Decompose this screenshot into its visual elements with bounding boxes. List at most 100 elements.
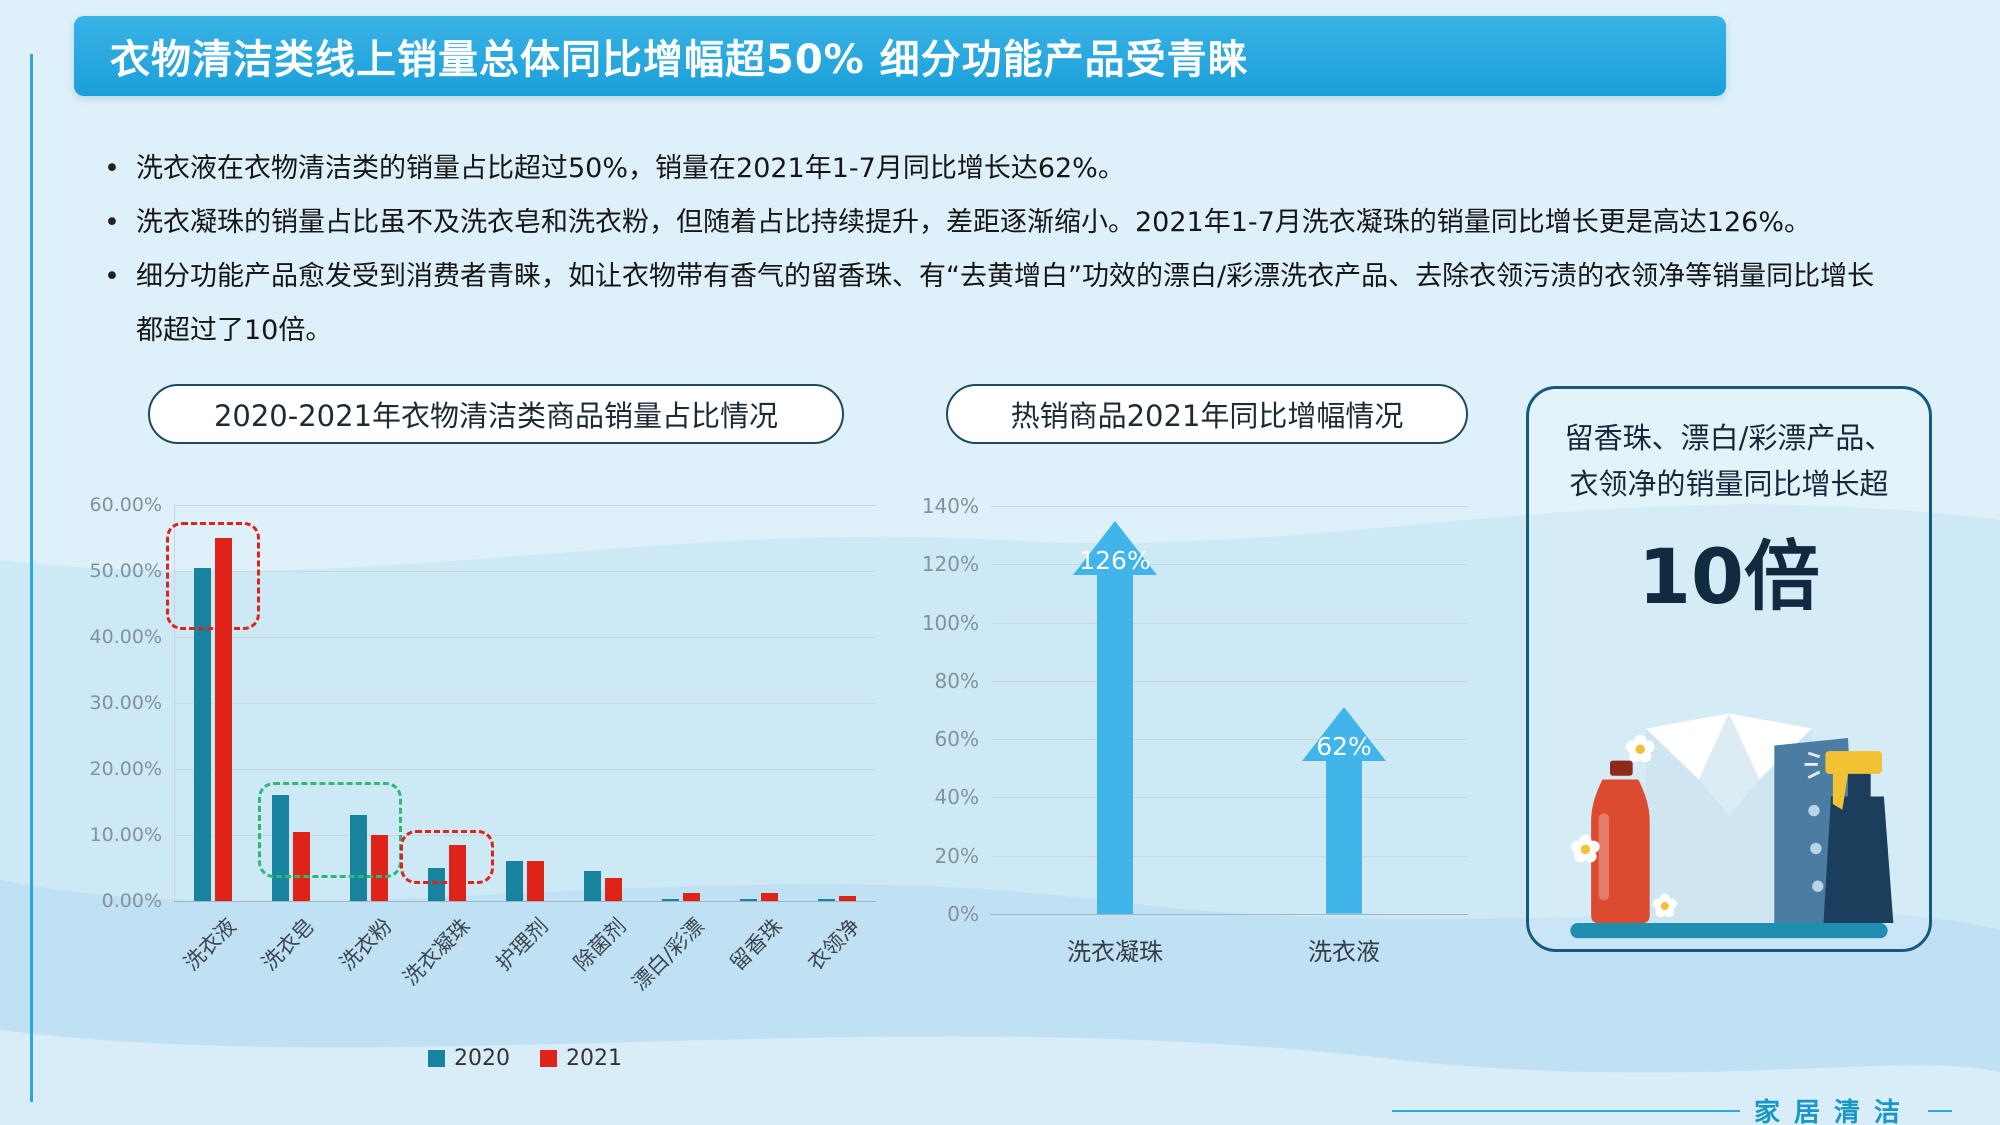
gridline — [174, 571, 876, 572]
gridline — [991, 797, 1468, 799]
bar-group — [408, 844, 486, 901]
highlight-box — [400, 830, 494, 885]
bar — [428, 868, 445, 901]
bar — [527, 861, 544, 901]
bar — [194, 567, 211, 901]
y-tick-label: 20% — [934, 843, 979, 868]
detergent-bottle — [1591, 779, 1650, 924]
footer-label: 家居清洁 — [1753, 1098, 1914, 1125]
highlight-card-big-number: 10倍 — [1638, 532, 1820, 621]
share-chart-title: 2020-2021年衣物清洁类商品销量占比情况 — [148, 384, 844, 444]
bar — [761, 893, 778, 901]
y-tick-label: 0.00% — [101, 890, 162, 912]
gridline — [174, 901, 876, 902]
spray-bottle — [1823, 796, 1894, 924]
bar — [272, 795, 289, 901]
gridline — [991, 680, 1468, 682]
bar — [662, 899, 679, 901]
spray-nozzle — [1825, 751, 1882, 774]
y-tick-label: 60% — [934, 727, 979, 752]
y-tick-label: 100% — [921, 610, 979, 635]
share-chart-legend: 2020 2021 — [174, 1046, 876, 1071]
gridline — [991, 739, 1468, 741]
y-tick-label: 120% — [921, 552, 979, 577]
legend-item: 2021 — [540, 1046, 622, 1071]
x-axis-label: 洗衣凝珠 — [398, 913, 475, 991]
x-axis-label: 漂白/彩漂 — [627, 913, 709, 996]
shelf-base — [1570, 923, 1888, 939]
y-tick-label: 30.00% — [89, 692, 162, 714]
detergent-bottle-cap — [1610, 760, 1633, 776]
gridline — [174, 505, 876, 506]
y-tick-label: 20.00% — [89, 758, 162, 780]
bar-group — [720, 893, 798, 901]
highlight-card: 留香珠、漂白/彩漂产品、 衣领净的销量同比增长超 10倍 — [1526, 386, 1932, 952]
bar — [740, 899, 757, 901]
bar — [449, 844, 466, 901]
bar — [839, 895, 856, 901]
legend-swatch — [428, 1050, 445, 1067]
y-tick-label: 0% — [947, 902, 979, 926]
bar — [371, 835, 388, 901]
highlight-card-text-line2: 衣领净的销量同比增长超 — [1569, 467, 1889, 501]
growth-arrow: 62% — [1301, 707, 1386, 914]
y-tick-label: 40% — [934, 785, 979, 810]
gridline — [991, 622, 1468, 624]
y-tick-label: 60.00% — [89, 494, 162, 516]
y-tick-label: 50.00% — [89, 560, 162, 582]
gridline — [991, 914, 1468, 915]
bar-group — [564, 871, 642, 901]
bar — [605, 877, 622, 901]
growth-arrow: 126% — [1073, 520, 1158, 914]
share-chart-plot: 60.00% 50.00% 40.00% 30.00% 20.00% 10.00% 0.00… — [90, 494, 876, 995]
svg-text:126%: 126% — [1079, 546, 1150, 575]
gridline — [174, 835, 876, 836]
y-tick-label: 80% — [934, 668, 979, 693]
x-axis-label: 洗衣凝珠 — [1067, 938, 1164, 966]
x-axis-label: 洗衣液 — [1307, 938, 1380, 966]
svg-text:62%: 62% — [1316, 732, 1372, 761]
x-axis-label: 留香珠 — [725, 913, 787, 976]
highlight-card-text-line1: 留香珠、漂白/彩漂产品、 — [1564, 421, 1894, 455]
bar-group — [486, 861, 564, 901]
highlight-box — [258, 782, 402, 878]
title-banner: 衣物清洁类线上销量总体同比增幅超50% 细分功能产品受青睐 — [74, 16, 1726, 96]
bullet-item: 洗衣液在衣物清洁类的销量占比超过50%，销量在2021年1-7月同比增长达62%… — [102, 142, 1882, 196]
growth-chart-section: 热销商品2021年同比增幅情况 140% 120% 100% 80% 60% 40% 20%… — [922, 384, 1506, 1024]
share-chart-section: 2020-2021年衣物清洁类商品销量占比情况 60.00% 50.00% 40.0… — [90, 384, 900, 1124]
spray-lines — [1804, 751, 1821, 779]
bar — [683, 893, 700, 901]
bar — [293, 831, 310, 901]
footer-line — [1392, 1109, 1740, 1112]
x-axis-label: 洗衣粉 — [335, 913, 397, 976]
footer-line-short — [1928, 1109, 1952, 1112]
bar-group — [252, 795, 330, 901]
bar — [350, 815, 367, 901]
gridline — [174, 637, 876, 638]
bullet-item: 细分功能产品愈发受到消费者青睐，如让衣物带有香气的留香珠、有“去黄增白”功效的漂… — [102, 250, 1882, 358]
legend-item: 2020 — [428, 1046, 510, 1071]
gridline — [174, 703, 876, 704]
bar-group — [330, 815, 408, 901]
summary-bullets: 洗衣液在衣物清洁类的销量占比超过50%，销量在2021年1-7月同比增长达62%… — [102, 142, 1882, 358]
x-axis-label: 除菌剂 — [569, 913, 631, 976]
bar-group — [642, 893, 720, 901]
page-title: 衣物清洁类线上销量总体同比增幅超50% 细分功能产品受青睐 — [110, 37, 1249, 83]
bar — [584, 871, 601, 901]
footer: 家居清洁 — [1392, 1092, 1952, 1125]
growth-chart-title: 热销商品2021年同比增幅情况 — [946, 384, 1468, 444]
x-axis-label: 衣领净 — [803, 913, 865, 976]
x-axis-label: 洗衣液 — [179, 913, 241, 976]
legend-swatch — [540, 1050, 557, 1067]
gridline — [174, 769, 876, 770]
y-tick-label: 40.00% — [89, 626, 162, 648]
shirt-collar — [1645, 713, 1729, 780]
bar-group — [798, 895, 876, 901]
x-axis-label: 护理剂 — [491, 913, 553, 976]
gridline — [991, 564, 1468, 566]
products-illustration — [1570, 713, 1894, 939]
y-tick-label: 10.00% — [89, 824, 162, 846]
growth-chart-plot: 140% 120% 100% 80% 60% 40% 20% 0% 126% 洗衣凝珠 62% 洗衣液 — [922, 494, 1468, 966]
gridline — [991, 506, 1468, 507]
